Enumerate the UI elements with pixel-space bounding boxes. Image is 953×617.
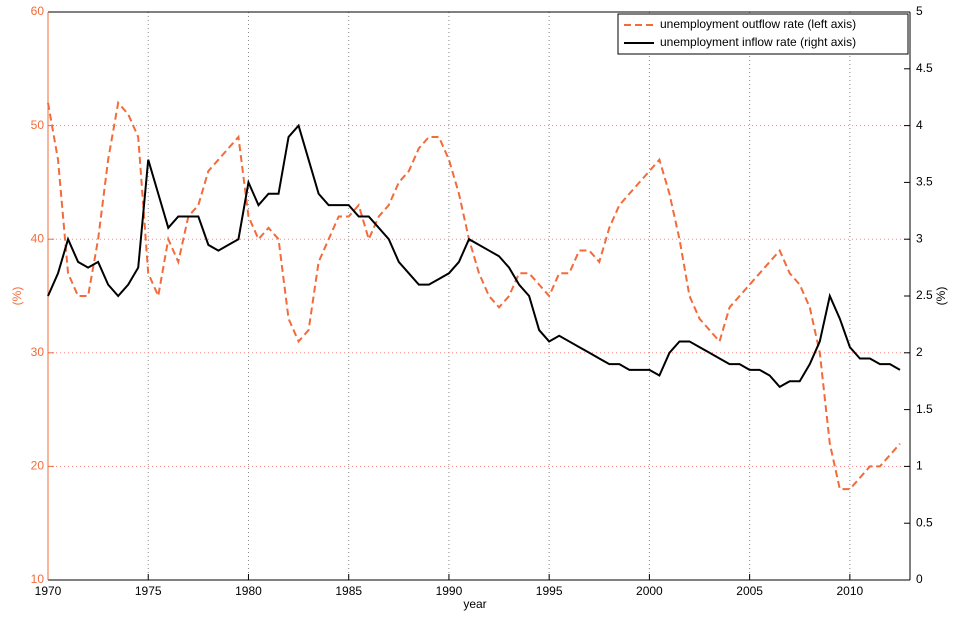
legend-box: [617, 13, 909, 55]
x-tick-label: 1975: [135, 584, 162, 598]
y2-tick-label: 1: [916, 459, 923, 473]
x-tick-label: 1990: [436, 584, 463, 598]
y-tick-label: 60: [31, 4, 45, 18]
x-tick-label: 1980: [235, 584, 262, 598]
y2-tick-label: 2.5: [916, 288, 933, 302]
y2-tick-label: 4: [916, 118, 923, 132]
y2-tick-label: 1.5: [916, 402, 933, 416]
y2-tick-label: 0: [916, 572, 923, 586]
y-tick-label: 10: [31, 572, 45, 586]
y2-tick-label: 0.5: [916, 515, 933, 529]
x-tick-label: 2000: [636, 584, 663, 598]
x-tick-label: 2005: [736, 584, 763, 598]
x-tick-label: 2010: [837, 584, 864, 598]
y2-tick-label: 3.5: [916, 175, 933, 189]
x-tick-label: 1985: [335, 584, 362, 598]
y-axis-label: (%): [10, 287, 24, 306]
data-line: [47, 100, 901, 491]
x-tick-label: 1995: [536, 584, 563, 598]
y2-tick-label: 5: [916, 4, 923, 18]
x-tick-label: 1970: [35, 584, 62, 598]
x-axis-label: year: [463, 597, 486, 611]
legend-label: unemployment outflow rate (left axis): [660, 17, 856, 31]
y2-tick-label: 4.5: [916, 61, 933, 75]
data-line: [47, 123, 901, 389]
legend-label: unemployment inflow rate (right axis): [660, 35, 856, 49]
y2-tick-label: 2: [916, 345, 923, 359]
y-tick-label: 50: [31, 118, 45, 132]
y2-axis-label: (%): [934, 287, 948, 306]
y2-tick-label: 3: [916, 231, 923, 245]
y-tick-label: 30: [31, 345, 45, 359]
y-tick-label: 20: [31, 459, 45, 473]
y-tick-label: 40: [31, 231, 45, 245]
